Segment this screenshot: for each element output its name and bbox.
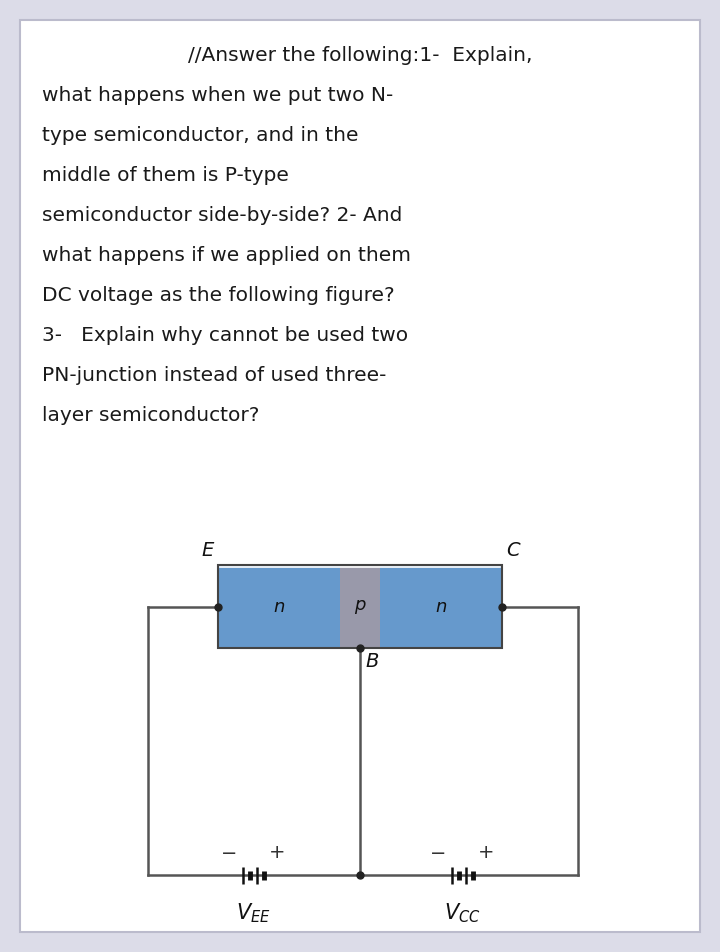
Text: 3-   Explain why cannot be used two: 3- Explain why cannot be used two [42,326,408,345]
Text: −: − [221,843,237,863]
Text: +: + [269,843,285,863]
Text: $n$: $n$ [273,598,285,616]
Text: what happens if we applied on them: what happens if we applied on them [42,246,411,265]
Text: PN-junction instead of used three-: PN-junction instead of used three- [42,366,387,385]
Text: C: C [506,541,520,560]
Text: DC voltage as the following figure?: DC voltage as the following figure? [42,286,395,305]
Text: $n$: $n$ [435,598,447,616]
Text: layer semiconductor?: layer semiconductor? [42,406,259,425]
Text: +: + [478,843,494,863]
Bar [218,565,502,648]
Text: −: − [430,843,446,863]
Text: //Answer the following:1-  Explain,: //Answer the following:1- Explain, [188,46,532,65]
Text: what happens when we put two N-: what happens when we put two N- [42,86,393,105]
Text: type semiconductor, and in the: type semiconductor, and in the [42,126,359,145]
Text: middle of them is P-type: middle of them is P-type [42,166,289,185]
Text: semiconductor side-by-side? 2- And: semiconductor side-by-side? 2- And [42,206,402,225]
Text: $p$: $p$ [354,598,366,616]
Bar [218,565,340,648]
Text: $V_{CC}$: $V_{CC}$ [444,901,480,924]
Text: E: E [202,541,214,560]
Bar [380,565,502,648]
Text: $V_{EE}$: $V_{EE}$ [235,901,271,924]
Text: B: B [365,652,379,671]
Bar [340,565,380,648]
